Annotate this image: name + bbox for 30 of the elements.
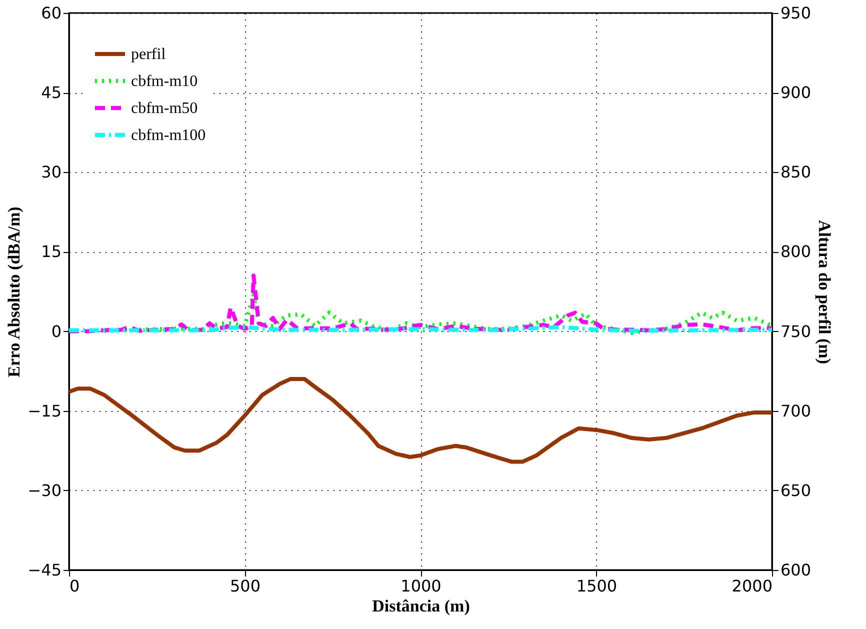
y-tick-label: 15: [41, 242, 62, 262]
y-tick-label: 60: [41, 4, 62, 22]
legend-label: perfil: [131, 46, 166, 63]
y2-tick-label: 950: [780, 4, 812, 22]
x-axis-title: Distância (m): [372, 596, 470, 616]
y2-axis-title: Altura do perfil (m): [815, 220, 834, 364]
line-series: [69, 274, 772, 334]
y-tick-label: −45: [28, 560, 62, 580]
legend-label: cbfm-m50: [131, 100, 198, 117]
y2-tick-label: 650: [780, 480, 812, 500]
x-tick-label: 1500: [576, 576, 618, 596]
y-tick-label: −15: [28, 401, 62, 420]
x-tick-label: 0: [70, 576, 80, 596]
legend-label: cbfm-m10: [131, 73, 198, 90]
y2-tick-label: 600: [780, 560, 812, 580]
x-tick-label: 2000: [732, 576, 772, 596]
y-tick-label: 45: [41, 83, 62, 102]
y-axis-title: Erro Absoluto (dBA/m): [4, 206, 24, 378]
legend-label: cbfm-m100: [131, 127, 206, 144]
y2-tick-label: 850: [780, 162, 812, 182]
y-tick-label: 0: [51, 322, 62, 341]
y2-tick-label: 700: [780, 401, 812, 420]
y2-tick-label: 800: [780, 242, 812, 262]
y-tick-label: 30: [41, 162, 62, 182]
line-series: [69, 377, 772, 464]
x-tick-label: 1000: [400, 576, 442, 596]
y-tick-label: −30: [28, 480, 62, 500]
y2-tick-label: 900: [780, 83, 812, 102]
x-tick-label: 500: [230, 576, 261, 596]
y2-tick-label: 750: [780, 322, 812, 341]
